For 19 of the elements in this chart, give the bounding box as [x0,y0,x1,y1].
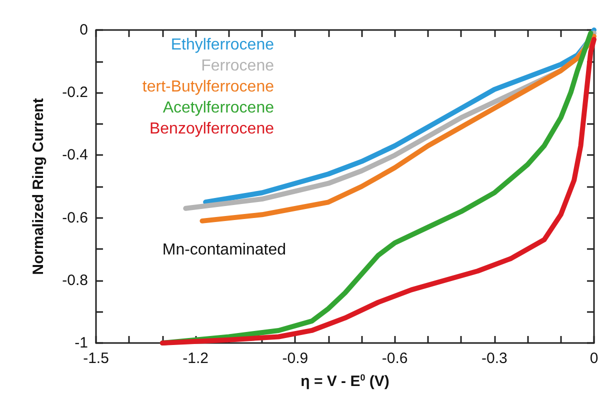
y-tick-label: -0.6 [62,209,88,226]
x-tick-label: -0.9 [282,350,308,367]
text: Benzoylferrocene [149,120,274,138]
x-tick-label: -0.6 [382,350,408,367]
annotation: Mn-contaminated [162,242,286,258]
text: tert-Butylferrocene [142,78,274,96]
text: Acetylferrocene [162,100,274,116]
text: Ethylferrocene [170,36,274,54]
y-tick-label: -0.4 [62,146,88,164]
y-tick-label: -0.2 [62,84,88,102]
x-tick-label: -0.3 [481,350,508,367]
x-tick-label: 0 [590,350,598,367]
y-axis-title: Normalized Ring Current [30,98,47,275]
y-tick-label: -1 [74,334,88,352]
y-tick-label: -0.8 [62,272,88,289]
x-tick-label: -1.2 [182,350,209,367]
x-tick-label: -1.5 [83,350,109,367]
text: Ferrocene [201,58,274,74]
y-tick-label: 0 [80,22,88,38]
